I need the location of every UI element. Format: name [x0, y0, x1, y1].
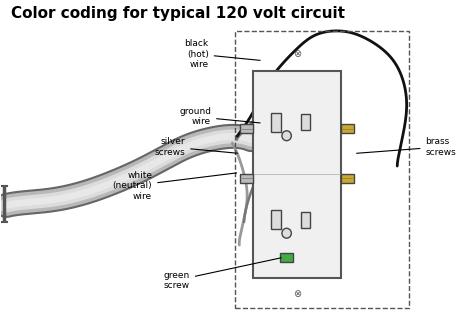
- Bar: [271, 113, 281, 132]
- Bar: [240, 174, 254, 183]
- Ellipse shape: [282, 131, 292, 141]
- Text: brass
screws: brass screws: [356, 137, 456, 157]
- Bar: [280, 253, 293, 262]
- Text: Color coding for typical 120 volt circuit: Color coding for typical 120 volt circui…: [11, 6, 345, 21]
- Bar: [301, 212, 310, 228]
- Bar: [254, 70, 341, 278]
- Text: green
screw: green screw: [164, 258, 281, 290]
- Bar: [240, 124, 254, 133]
- Bar: [235, 31, 409, 307]
- Text: black
(hot)
wire: black (hot) wire: [184, 39, 260, 69]
- Bar: [271, 210, 281, 229]
- Ellipse shape: [282, 228, 292, 238]
- Text: ⊗: ⊗: [293, 49, 301, 59]
- Bar: [301, 114, 310, 130]
- Text: ⊗: ⊗: [293, 290, 301, 299]
- Text: ground
wire: ground wire: [179, 107, 260, 126]
- Text: silver
screws: silver screws: [155, 137, 237, 157]
- Text: white
(neutral)
wire: white (neutral) wire: [112, 171, 237, 201]
- Bar: [341, 174, 354, 183]
- Bar: [341, 124, 354, 133]
